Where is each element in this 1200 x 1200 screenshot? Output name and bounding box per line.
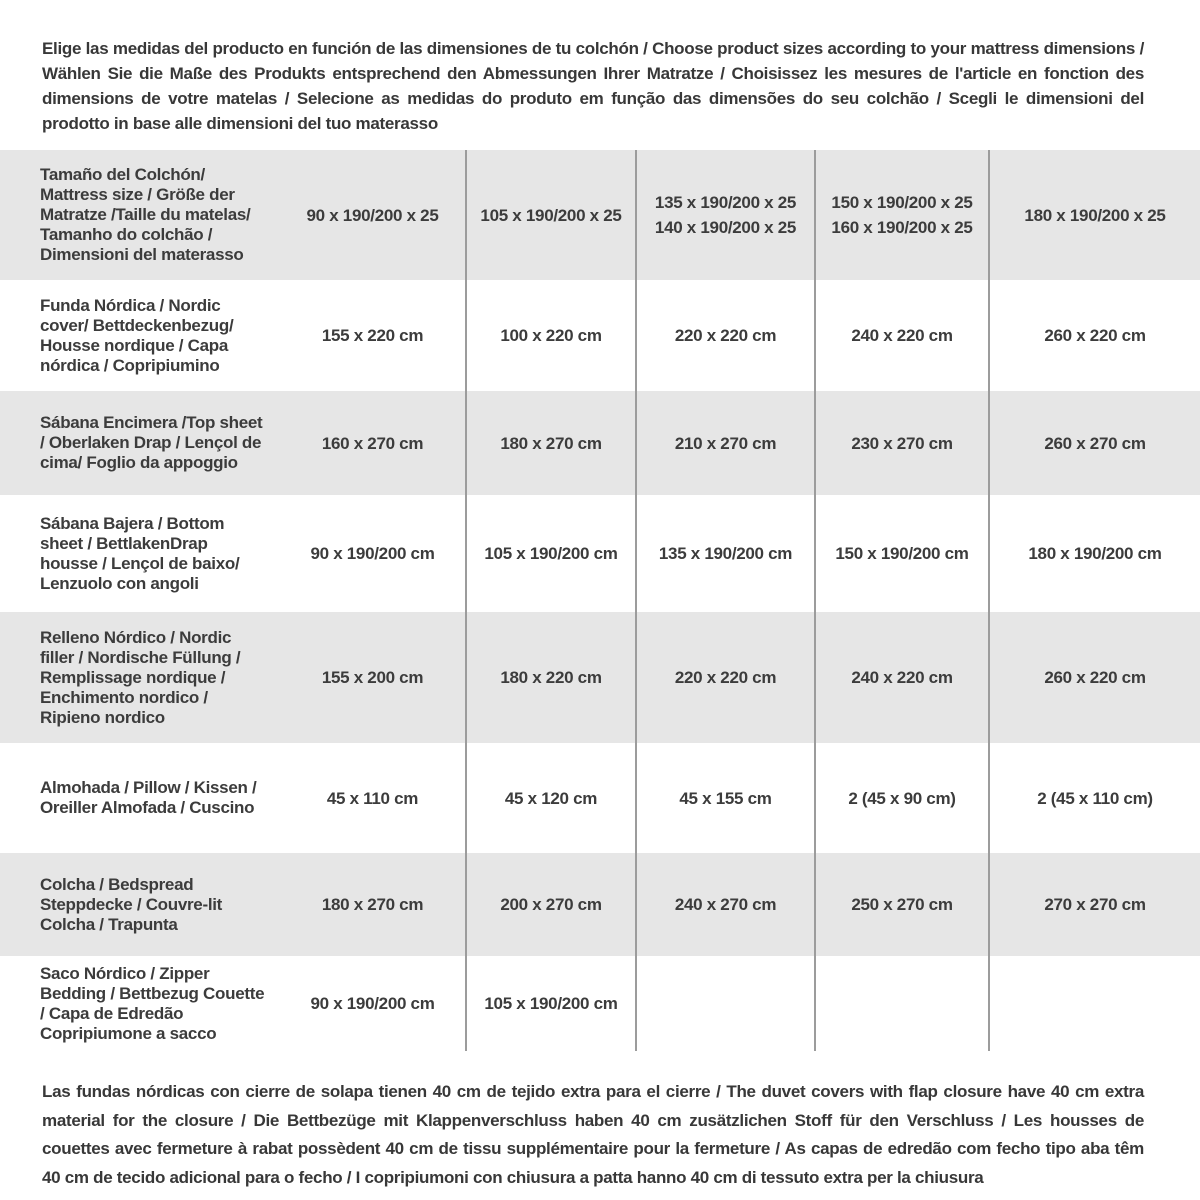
footnote-text: Las fundas nórdicas con cierre de solapa…	[42, 1082, 1144, 1187]
header-size-cell: 135 x 190/200 x 25 140 x 190/200 x 25	[637, 150, 816, 280]
header-label-cell: Tamaño del Colchón/ Mattress size / Größ…	[40, 165, 251, 264]
header-size-cell: 180 x 190/200 x 25	[1024, 205, 1166, 225]
size-value-cell: 240 x 270 cm	[637, 853, 816, 956]
table-row: Colcha / Bedspread Steppdecke / Couvre-l…	[0, 853, 1200, 956]
header-size-cell: 90 x 190/200 x 25	[280, 150, 467, 280]
size-value-cell: 180 x 270 cm	[467, 391, 637, 495]
size-value-cell: 2 (45 x 90 cm)	[816, 743, 990, 853]
product-label-cell: Sábana Bajera / Bottom sheet / Bettlaken…	[40, 513, 240, 593]
size-value-cell: 2 (45 x 110 cm)	[1037, 788, 1153, 808]
size-table: Tamaño del Colchón/ Mattress size / Größ…	[0, 150, 1200, 1051]
size-value-cell: 260 x 220 cm	[1044, 668, 1146, 687]
size-value-cell: 200 x 270 cm	[467, 853, 637, 956]
size-value-cell: 180 x 220 cm	[467, 612, 637, 743]
product-label-cell: Saco Nórdico / Zipper Bedding / Bettbezu…	[40, 963, 265, 1043]
size-value-cell: 45 x 155 cm	[637, 743, 816, 853]
size-value-cell: 260 x 220 cm	[1044, 326, 1146, 345]
size-value-cell: 155 x 220 cm	[280, 280, 467, 391]
size-value-cell: 260 x 270 cm	[1044, 433, 1146, 453]
table-row: Sábana Encimera /Top sheet / Oberlaken D…	[0, 391, 1200, 495]
table-row: Saco Nórdico / Zipper Bedding / Bettbezu…	[0, 956, 1200, 1051]
size-value-cell: 160 x 270 cm	[280, 391, 467, 495]
size-value-cell: 135 x 190/200 cm	[637, 495, 816, 612]
table-header-row: Tamaño del Colchón/ Mattress size / Größ…	[0, 150, 1200, 280]
size-value-cell: 180 x 270 cm	[280, 853, 467, 956]
header-size-cell: 150 x 190/200 x 25 160 x 190/200 x 25	[816, 150, 990, 280]
size-value-cell: 45 x 120 cm	[467, 743, 637, 853]
size-value-cell: 155 x 200 cm	[280, 612, 467, 743]
size-value-cell: 90 x 190/200 cm	[280, 495, 467, 612]
header-size-cell: 105 x 190/200 x 25	[467, 150, 637, 280]
size-value-cell: 220 x 220 cm	[637, 612, 816, 743]
size-value-cell: 270 x 270 cm	[1044, 895, 1146, 914]
size-value-cell	[990, 956, 1200, 1051]
product-label-cell: Almohada / Pillow / Kissen / Oreiller Al…	[40, 778, 257, 817]
size-value-cell: 90 x 190/200 cm	[280, 956, 467, 1051]
size-value-cell: 230 x 270 cm	[816, 391, 990, 495]
table-row: Sábana Bajera / Bottom sheet / Bettlaken…	[0, 495, 1200, 612]
size-value-cell: 105 x 190/200 cm	[467, 495, 637, 612]
size-value-cell: 45 x 110 cm	[280, 743, 467, 853]
product-label-cell: Funda Nórdica / Nordic cover/ Bettdecken…	[40, 295, 234, 375]
table-row: Funda Nórdica / Nordic cover/ Bettdecken…	[0, 280, 1200, 391]
size-value-cell: 100 x 220 cm	[467, 280, 637, 391]
product-label-cell: Relleno Nórdico / Nordic filler / Nordis…	[40, 627, 241, 727]
size-value-cell	[816, 956, 990, 1051]
size-value-cell: 180 x 190/200 cm	[1028, 544, 1162, 563]
size-value-cell: 240 x 220 cm	[816, 280, 990, 391]
intro-text: Elige las medidas del producto en funció…	[42, 39, 1144, 133]
size-value-cell: 220 x 220 cm	[637, 280, 816, 391]
product-label-cell: Colcha / Bedspread Steppdecke / Couvre-l…	[40, 874, 223, 934]
size-value-cell: 250 x 270 cm	[816, 853, 990, 956]
size-value-cell: 150 x 190/200 cm	[816, 495, 990, 612]
size-value-cell: 105 x 190/200 cm	[467, 956, 637, 1051]
product-label-cell: Sábana Encimera /Top sheet / Oberlaken D…	[40, 413, 263, 472]
table-row: Almohada / Pillow / Kissen / Oreiller Al…	[0, 743, 1200, 853]
size-value-cell	[637, 956, 816, 1051]
size-value-cell: 240 x 220 cm	[816, 612, 990, 743]
size-value-cell: 210 x 270 cm	[637, 391, 816, 495]
table-row: Relleno Nórdico / Nordic filler / Nordis…	[0, 612, 1200, 743]
